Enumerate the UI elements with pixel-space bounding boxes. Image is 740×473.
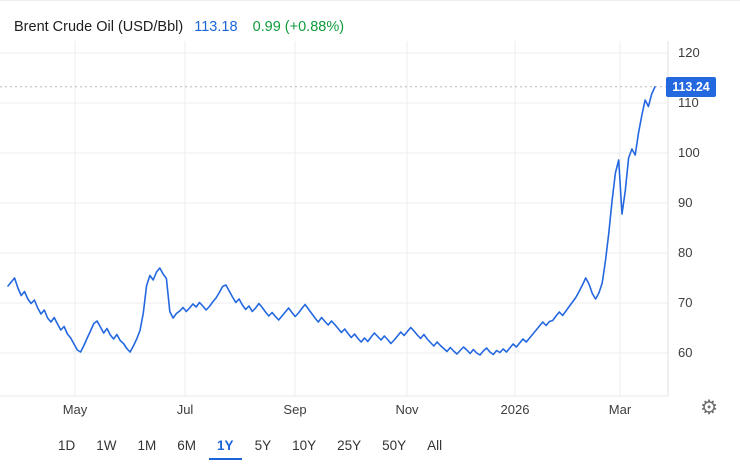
range-button-50y[interactable]: 50Y [374,434,414,460]
y-axis-tick: 60 [678,345,693,360]
x-axis-tick: Sep [283,402,307,417]
y-axis-tick: 110 [678,95,699,110]
price-change: 0.99 (+0.88%) [252,19,345,35]
last-price: 113.18 [194,19,238,35]
y-axis-tick: 90 [678,195,693,210]
chart-header: Brent Crude Oil (USD/Bbl) 113.18 0.99 (+… [14,19,344,35]
settings-gear-icon[interactable]: ⚙ [700,397,718,419]
x-axis-tick: Mar [608,402,632,417]
y-axis-tick: 120 [678,45,700,60]
y-axis-tick: 70 [678,295,693,310]
price-chart[interactable] [0,1,740,401]
range-button-1d[interactable]: 1D [50,434,83,460]
range-button-25y[interactable]: 25Y [329,434,369,460]
x-axis-tick: Nov [395,402,419,417]
x-axis-tick: May [62,402,88,417]
range-button-all[interactable]: All [419,434,450,460]
range-button-1y[interactable]: 1Y [209,434,242,460]
y-axis-tick: 80 [678,245,693,260]
price-series-line [7,86,656,356]
y-axis-tick: 100 [678,145,700,160]
current-price-badge: 113.24 [666,76,716,97]
range-button-6m[interactable]: 6M [169,434,204,460]
range-toolbar: 1D 1W 1M 6M 1Y 5Y 10Y 25Y 50Y All [50,434,450,460]
grid-lines [0,41,669,397]
x-axis-tick: 2026 [500,402,530,417]
range-button-5y[interactable]: 5Y [247,434,280,460]
range-button-10y[interactable]: 10Y [284,434,324,460]
range-button-1m[interactable]: 1M [130,434,165,460]
range-button-1w[interactable]: 1W [88,434,124,460]
instrument-title: Brent Crude Oil (USD/Bbl) [14,19,184,35]
x-axis-tick: Jul [176,402,194,417]
